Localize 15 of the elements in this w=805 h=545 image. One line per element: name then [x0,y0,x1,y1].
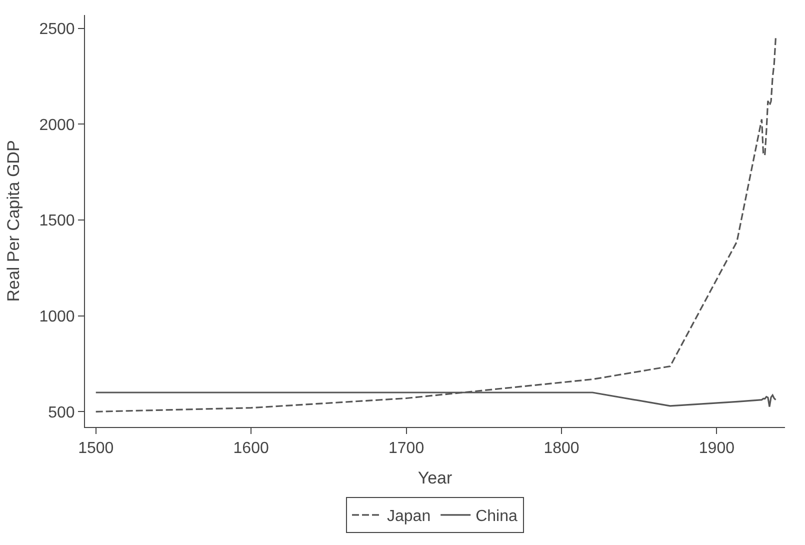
y-tick-label: 1000 [39,308,75,326]
line-series [95,37,776,412]
y-tick-label: 2000 [39,116,75,134]
y-tick-label: 1500 [39,212,75,230]
legend-label: Japan [387,508,431,526]
x-tick-label: 1700 [388,440,424,458]
x-tick-label: 1600 [233,440,269,458]
x-tick-label: 1900 [698,440,735,458]
legend-label: China [476,508,518,526]
y-tick-label: 500 [48,404,75,422]
x-tick-label: 1500 [78,440,114,458]
x-axis-title: Year [418,468,453,488]
y-tick-label: 2500 [39,21,75,38]
x-tick-label: 1800 [544,440,580,458]
y-axis-title: Real Per Capita GDP [4,140,23,302]
